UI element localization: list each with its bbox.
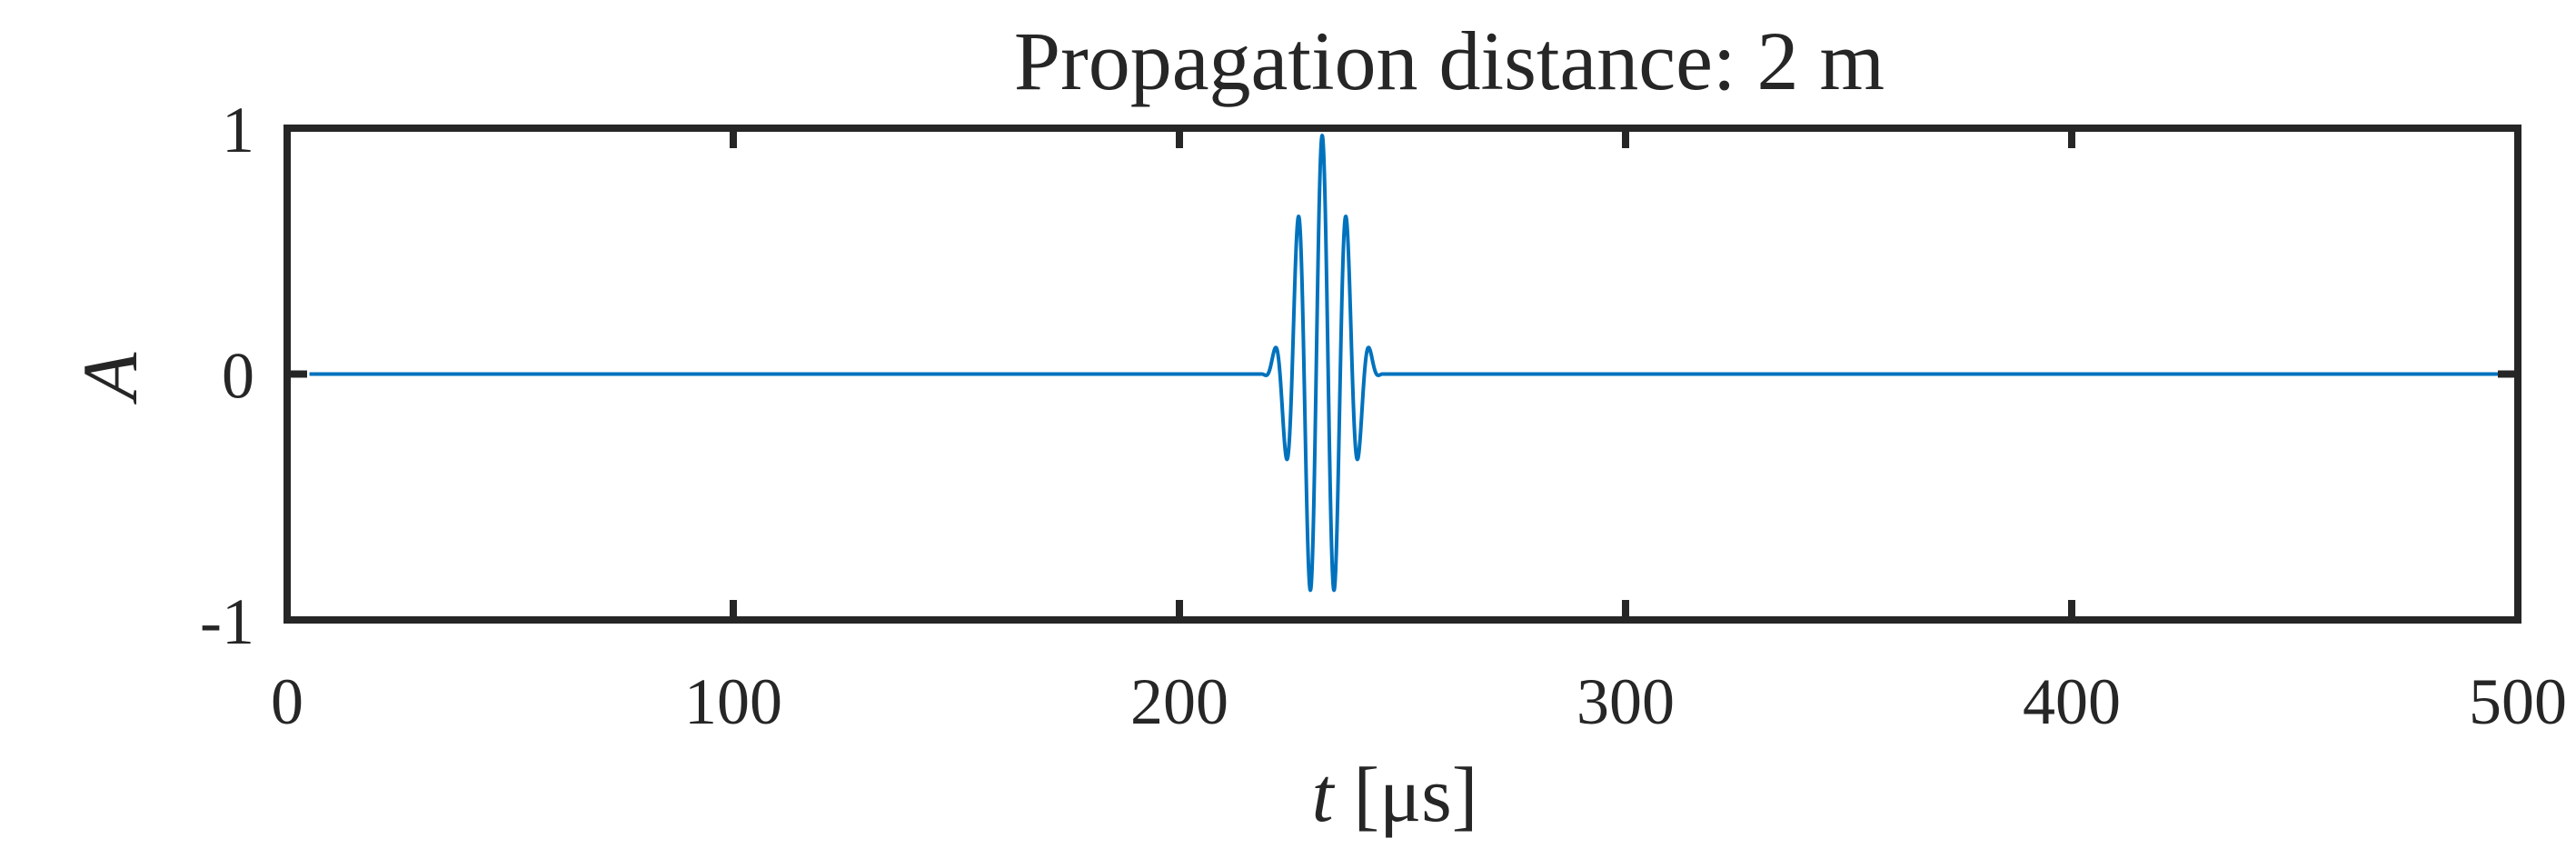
chart-title: Propagation distance: 2 m [1014, 15, 1885, 107]
x-tick-label: 500 [2469, 665, 2567, 738]
y-axis-label: A [66, 352, 154, 405]
x-tick-label: 100 [684, 665, 782, 738]
x-tick-label: 200 [1130, 665, 1228, 738]
x-axis-label-var: t [1312, 751, 1336, 838]
series-layer [307, 134, 2518, 593]
x-tick-label: 0 [271, 665, 303, 738]
y-tick-label: 0 [222, 340, 254, 413]
series-line [307, 134, 2518, 593]
x-axis-label: t [μs] [1312, 751, 1478, 838]
x-tick-label: 400 [2023, 665, 2121, 738]
y-tick-label: 1 [222, 94, 254, 166]
x-axis-label-unit: [μs] [1354, 751, 1478, 838]
x-tick-label: 300 [1576, 665, 1675, 738]
y-tick-label: -1 [200, 585, 254, 658]
axes-box [283, 125, 2521, 624]
